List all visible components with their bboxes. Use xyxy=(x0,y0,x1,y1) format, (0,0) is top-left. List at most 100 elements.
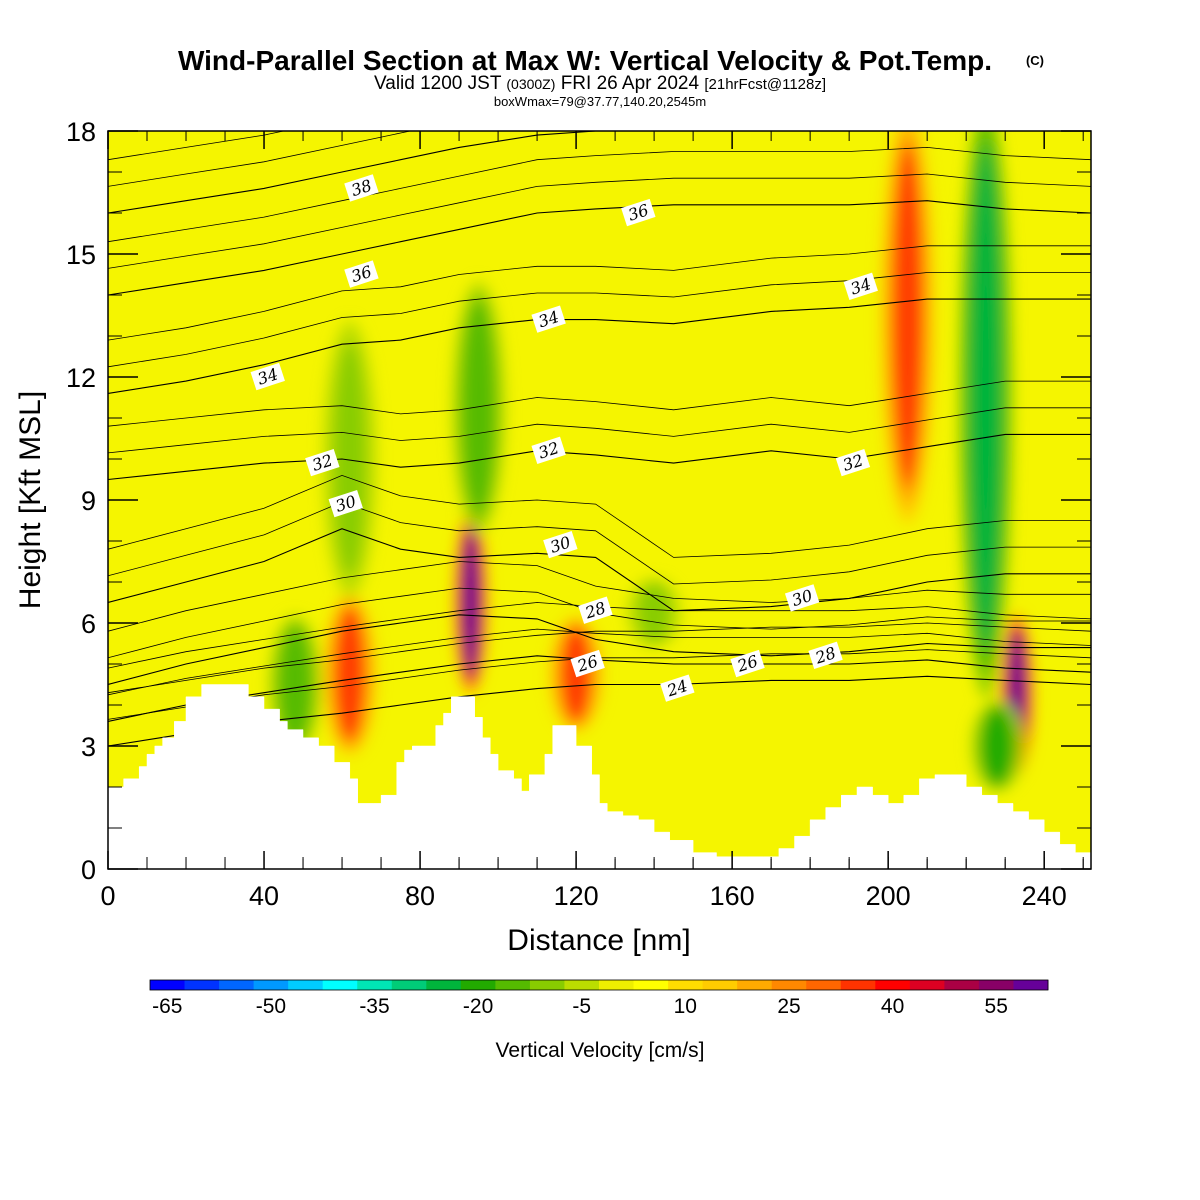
contour-label-bg xyxy=(531,436,566,464)
y-axis-title: Height [Kft MSL] xyxy=(14,391,47,609)
colorbar-swatch xyxy=(599,980,635,990)
contour-label-bg xyxy=(543,530,578,559)
contour-label-bg xyxy=(784,584,820,612)
x-tick-label: 40 xyxy=(249,881,279,911)
theta-contour-28 xyxy=(108,614,1091,686)
colorbar-swatch xyxy=(357,980,393,990)
colorbar-swatch xyxy=(288,980,324,990)
copyright-mark: (C) xyxy=(1026,53,1044,68)
velocity-cell-9-3 xyxy=(282,629,309,740)
contour-label-bg xyxy=(660,674,695,702)
contour-label-2: 36 xyxy=(344,260,379,288)
colorbar-swatch xyxy=(322,980,358,990)
theta-contour-34 xyxy=(108,298,1091,394)
contour-label-bg xyxy=(570,649,605,678)
colorbar-swatch xyxy=(495,980,531,990)
velocity-cell-3-3 xyxy=(336,609,364,739)
velocity-cell-5-3 xyxy=(972,157,999,638)
theta-contour-minor-30-1 xyxy=(108,501,1091,585)
theta-contour-minor-30-2 xyxy=(108,474,1091,558)
forecast-info: [21hrFcst@1128z] xyxy=(704,76,826,93)
theta-contours xyxy=(108,131,1091,747)
colorbar-tick-label: 55 xyxy=(985,995,1008,1018)
terrain-fill xyxy=(108,684,1091,869)
colorbar-swatch xyxy=(771,980,807,990)
contour-label-bg xyxy=(843,272,878,300)
y-tick-label: 3 xyxy=(81,732,96,762)
contour-label-9: 30 xyxy=(328,489,363,518)
velocity-cell-8-3 xyxy=(640,585,668,641)
contour-label-11: 30 xyxy=(784,584,820,612)
theta-contour-38 xyxy=(108,131,1091,214)
box-max-info: boxWmax=79@37.77,140.20,2545m xyxy=(494,94,706,109)
colorbar-swatch xyxy=(978,980,1014,990)
velocity-cell-10-3 xyxy=(984,709,1011,783)
theta-contour-minor-28-2 xyxy=(108,561,1091,632)
colorbar-tick-label: -50 xyxy=(256,995,286,1018)
x-tick-label: 0 xyxy=(100,881,115,911)
colorbar-tick-label: -5 xyxy=(572,995,591,1018)
x-tick-label: 200 xyxy=(866,881,911,911)
y-tick-label: 9 xyxy=(81,486,96,516)
theta-contour-minor-32-2 xyxy=(108,380,1091,427)
colorbar-tick-label: -65 xyxy=(152,995,182,1018)
colorbar-swatch xyxy=(806,980,842,990)
colorbar-swatch xyxy=(529,980,565,990)
colorbar-swatch xyxy=(184,980,220,990)
x-tick-label: 80 xyxy=(405,881,435,911)
colorbar-swatch xyxy=(840,980,876,990)
x-tick-label: 120 xyxy=(554,881,599,911)
theta-contour-minor-24-2 xyxy=(108,622,1091,694)
x-axis: 0 40 80 120 160 200 240 xyxy=(100,131,1084,911)
colorbar-swatch xyxy=(944,980,980,990)
colorbar-swatch xyxy=(564,980,600,990)
colorbar-swatch xyxy=(426,980,462,990)
colorbar-swatch xyxy=(460,980,496,990)
colorbar: -65 -50 -35 -20 -5 10 25 40 55 xyxy=(149,979,1049,1018)
velocity-cell-6-3 xyxy=(465,306,492,510)
colorbar-swatch xyxy=(702,980,738,990)
theta-contour-36 xyxy=(108,200,1091,296)
valid-utc: (0300Z) xyxy=(506,76,555,92)
contour-label-7: 32 xyxy=(531,436,566,464)
velocity-cell-0-3 xyxy=(462,528,480,677)
theta-contour-minor-32-1 xyxy=(108,407,1091,454)
colorbar-swatch xyxy=(633,980,669,990)
theta-contour-minor-26-1 xyxy=(108,628,1091,696)
contour-label-0: 38 xyxy=(344,174,379,202)
contour-label-bg xyxy=(344,174,379,202)
colorbar-swatch xyxy=(150,980,186,990)
colorbar-title: Vertical Velocity [cm/s] xyxy=(496,1039,705,1062)
contour-label-bg xyxy=(328,489,363,518)
colorbar-swatch xyxy=(253,980,289,990)
chart-title: Wind-Parallel Section at Max W: Vertical… xyxy=(178,45,992,76)
colorbar-swatch xyxy=(1013,980,1049,990)
contour-label-bg xyxy=(531,305,566,333)
y-tick-label: 6 xyxy=(81,609,96,639)
contour-label-bg xyxy=(835,448,871,477)
colorbar-frame xyxy=(149,979,1049,991)
theta-contour-minor-36-2 xyxy=(108,146,1091,243)
colorbar-tick-label: 10 xyxy=(674,995,697,1018)
theta-contour-minor-36-1 xyxy=(108,173,1091,269)
colorbar-swatch xyxy=(219,980,255,990)
theta-contour-minor-38-2 xyxy=(108,131,286,161)
colorbar-swatch xyxy=(668,980,704,990)
colorbar-tick-label: -20 xyxy=(463,995,493,1018)
theta-contour-minor-34-2 xyxy=(108,245,1091,341)
theta-contour-minor-38-1 xyxy=(108,131,413,187)
y-tick-label: 12 xyxy=(66,363,96,393)
theta-contour-30 xyxy=(108,528,1091,612)
x-tick-label: 160 xyxy=(710,881,755,911)
y-tick-label: 18 xyxy=(66,117,96,147)
contour-label-bg xyxy=(250,362,285,391)
valid-time-line: Valid 1200 JST (0300Z) FRI 26 Apr 2024 [… xyxy=(374,73,826,94)
colorbar-swatch xyxy=(391,980,427,990)
x-axis-title: Distance [nm] xyxy=(507,924,690,957)
theta-contour-minor-24-1 xyxy=(108,649,1091,720)
contour-label-bg xyxy=(808,641,843,669)
contour-label-8: 32 xyxy=(835,448,871,477)
contour-label-bg xyxy=(730,649,765,678)
